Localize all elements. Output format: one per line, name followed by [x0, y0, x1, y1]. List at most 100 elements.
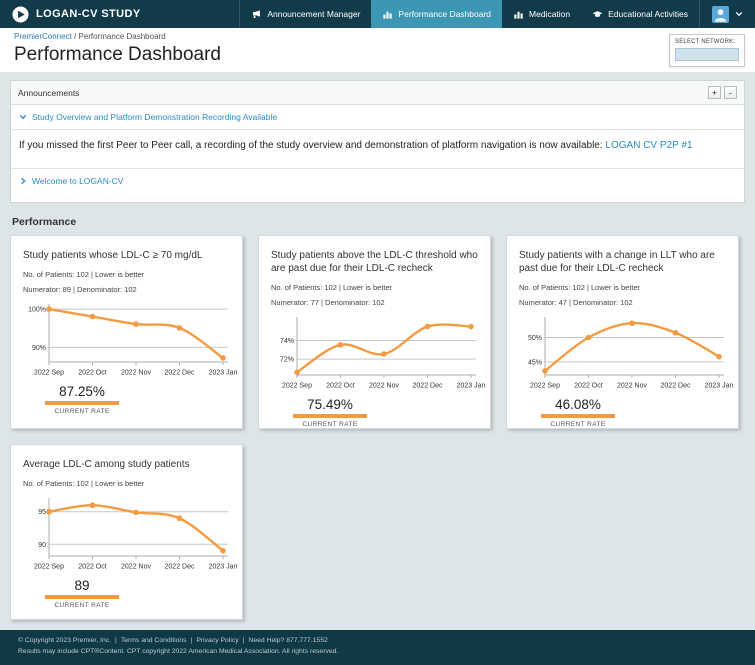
current-rate-block: 75.49% CURRENT RATE — [293, 397, 367, 428]
network-selector-label: SELECT NETWORK: — [675, 39, 736, 45]
trend-chart: 100% 90% 2022 Sep 2022 Oct 2022 Nov 2022 Dec 2… — [28, 304, 238, 377]
svg-text:2022 Oct: 2022 Oct — [78, 370, 106, 377]
chevron-right-icon — [21, 177, 26, 185]
announcement-item-collapsed[interactable]: Welcome to LOGAN-CV — [11, 169, 744, 193]
app-footer: © Copyright 2023 Premier, Inc. | Terms and… — [0, 630, 755, 665]
announcement-title: Welcome to LOGAN-CV — [32, 176, 124, 186]
current-rate-value: 87.25% — [59, 384, 105, 399]
card-numerator-line: Numerator: 89 | Denominator: 102 — [23, 285, 137, 294]
footer-privacy-link[interactable]: Privacy Policy — [196, 637, 239, 644]
brand: LOGAN-CV STUDY — [0, 0, 239, 28]
svg-text:2023 Jan: 2023 Jan — [209, 564, 238, 571]
performance-cards-row-1: Study patients whose LDL-C ≥ 70 mg/dL No… — [10, 235, 745, 429]
current-rate-bar — [293, 414, 367, 418]
footer-terms-link[interactable]: Terms and Conditions — [120, 637, 187, 644]
svg-text:90%: 90% — [32, 345, 46, 352]
nav-performance-dashboard[interactable]: Performance Dashboard — [371, 0, 503, 28]
current-rate-label: CURRENT RATE — [54, 602, 110, 609]
expand-all-button[interactable]: + — [708, 86, 721, 99]
user-avatar — [712, 5, 729, 23]
current-rate-bar — [541, 414, 615, 418]
svg-text:72%: 72% — [280, 357, 294, 364]
footer-line-1: © Copyright 2023 Premier, Inc. | Terms and… — [18, 637, 328, 644]
performance-cards-row-2: Average LDL-C among study patients No. o… — [10, 444, 745, 620]
current-rate-value: 89 — [74, 578, 90, 593]
nav-label: Performance Dashboard — [398, 9, 492, 19]
person-icon — [714, 8, 727, 22]
metric-card-average-ldl: Average LDL-C among study patients No. o… — [10, 444, 243, 620]
svg-text:2022 Nov: 2022 Nov — [617, 383, 647, 390]
current-rate-bar — [45, 595, 119, 599]
brand-name: LOGAN-CV STUDY — [36, 8, 141, 20]
svg-text:2023 Jan: 2023 Jan — [209, 370, 238, 377]
current-rate-block: 89 CURRENT RATE — [45, 578, 119, 609]
user-menu[interactable] — [699, 0, 755, 28]
nav-label: Educational Activities — [608, 9, 688, 19]
announcement-body-text: If you missed the first Peer to Peer cal… — [19, 140, 606, 151]
breadcrumb-premierconnect[interactable]: PremierConnect — [14, 32, 72, 41]
metric-card-past-due-recheck: Study patients above the LDL-C threshold… — [258, 235, 491, 429]
svg-text:2022 Nov: 2022 Nov — [121, 564, 151, 571]
trend-chart: 95 90 2022 Sep 2022 Oct 2022 Nov 2022 Dec 2023… — [34, 498, 238, 571]
footer-help[interactable]: Need Help? 877.777.1552 — [248, 637, 328, 644]
current-rate-value: 75.49% — [307, 397, 353, 412]
svg-text:2022 Dec: 2022 Dec — [413, 383, 443, 390]
current-rate-block: 46.08% CURRENT RATE — [541, 397, 615, 428]
announcements-panel: Announcements + - Study Overview and Pla… — [10, 80, 745, 203]
metric-card-llt-change: Study patients with a change in LLT who … — [506, 235, 739, 429]
chevron-down-icon — [735, 11, 743, 17]
breadcrumb-separator: / — [71, 32, 79, 41]
card-numerator-line: Numerator: 47 | Denominator: 102 — [519, 298, 633, 307]
panel-bottom-padding — [11, 193, 744, 202]
svg-text:2022 Dec: 2022 Dec — [661, 383, 691, 390]
svg-text:2022 Sep: 2022 Sep — [282, 383, 312, 390]
announcements-header: Announcements + - — [11, 81, 744, 105]
card-patients-line: No. of Patients: 102 | Lower is better — [23, 270, 145, 279]
megaphone-icon — [253, 9, 261, 18]
svg-text:2022 Nov: 2022 Nov — [121, 370, 151, 377]
svg-text:90: 90 — [38, 542, 46, 549]
announcements-title: Announcements — [18, 87, 80, 98]
svg-text:2022 Dec: 2022 Dec — [165, 370, 195, 377]
svg-text:45%: 45% — [528, 359, 542, 366]
trend-chart: 50% 45% 2022 Sep 2022 Oct 2022 Nov 2022 Dec 20… — [528, 317, 734, 390]
announcement-item-expanded[interactable]: Study Overview and Platform Demonstratio… — [11, 105, 744, 129]
performance-section-title: Performance — [12, 216, 77, 228]
app-header: LOGAN-CV STUDY Announcement Manager Perf… — [0, 0, 755, 28]
card-patients-line: No. of Patients: 102 | Lower is better — [519, 283, 641, 292]
current-rate-bar — [45, 401, 119, 405]
network-selector: SELECT NETWORK: — [669, 34, 745, 67]
metric-card-ldl-above-70: Study patients whose LDL-C ≥ 70 mg/dL No… — [10, 235, 243, 429]
nav-announcement-manager[interactable]: Announcement Manager — [240, 0, 371, 28]
card-title: Study patients above the LDL-C threshold… — [271, 250, 478, 274]
title-band: PremierConnect / Performance Dashboard P… — [0, 28, 755, 72]
nav-label: Medication — [529, 9, 571, 19]
graduation-cap-icon — [592, 10, 603, 17]
chevron-down-icon — [19, 114, 27, 120]
footer-line-2: Results may include CPT®Content. CPT cop… — [18, 647, 339, 655]
current-rate-value: 46.08% — [555, 397, 601, 412]
svg-text:2022 Sep: 2022 Sep — [34, 370, 64, 377]
svg-text:2022 Oct: 2022 Oct — [326, 383, 354, 390]
card-title: Study patients with a change in LLT who … — [519, 250, 715, 274]
breadcrumb-current: Performance Dashboard — [78, 32, 166, 41]
announcement-body-link[interactable]: LOGAN CV P2P #1 — [605, 140, 693, 151]
footer-copyright: © Copyright 2023 Premier, Inc. — [18, 637, 112, 644]
svg-text:74%: 74% — [280, 338, 294, 345]
svg-text:2022 Sep: 2022 Sep — [530, 383, 560, 390]
nav-educational-activities[interactable]: Educational Activities — [581, 0, 699, 28]
current-rate-block: 87.25% CURRENT RATE — [45, 384, 119, 415]
main-nav: Announcement Manager Performance Dashboa… — [239, 0, 699, 28]
card-patients-line: No. of Patients: 102 | Lower is better — [23, 479, 145, 488]
announcement-title: Study Overview and Platform Demonstratio… — [32, 112, 278, 122]
svg-text:2022 Oct: 2022 Oct — [78, 564, 106, 571]
svg-text:2022 Nov: 2022 Nov — [369, 383, 399, 390]
page-title: Performance Dashboard — [14, 44, 221, 65]
collapse-all-button[interactable]: - — [724, 86, 737, 99]
bar-chart-icon — [514, 11, 523, 19]
nav-medication[interactable]: Medication — [502, 0, 581, 28]
trend-chart: 74% 72% 2022 Sep 2022 Oct 2022 Nov 2022 Dec 20… — [280, 317, 486, 390]
card-title: Average LDL-C among study patients — [23, 459, 190, 470]
nav-label: Announcement Manager — [267, 9, 361, 19]
network-select-dropdown[interactable] — [675, 48, 739, 61]
